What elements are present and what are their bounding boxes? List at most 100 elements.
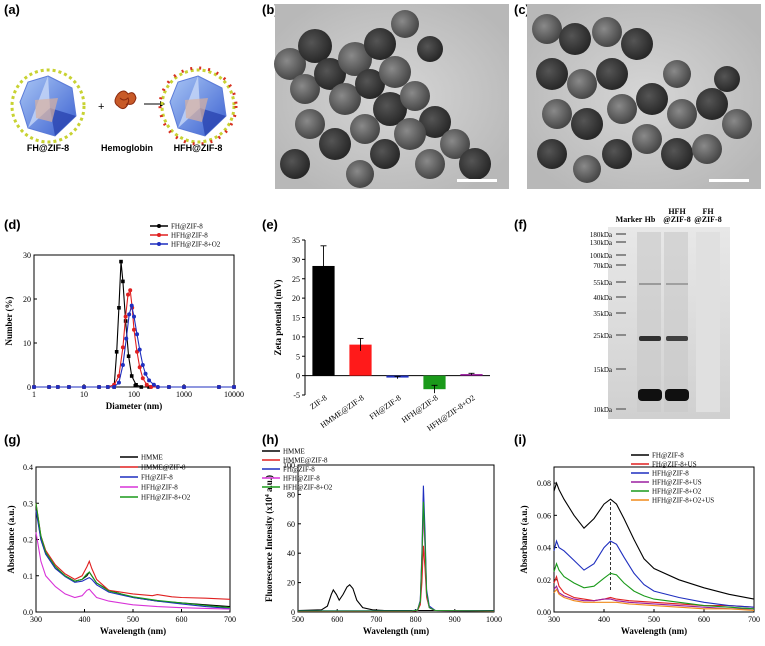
legend-label: HFH@ZIF-8+O2 — [283, 484, 333, 492]
data-point — [112, 385, 117, 389]
panel-label-f: (f) — [514, 217, 527, 232]
panel-label-e: (e) — [262, 217, 278, 232]
marker-lane — [616, 233, 626, 410]
hfh-zif8-lane — [664, 232, 689, 412]
y-tick-label: 30 — [23, 251, 31, 260]
legend-label: HFH@ZIF-8 — [141, 484, 178, 492]
data-point — [124, 336, 129, 341]
marker-130kda: 130kDa — [590, 239, 613, 247]
legend-label: FH@ZIF-8 — [141, 474, 173, 482]
series-line — [297, 584, 494, 612]
data-point — [105, 385, 110, 389]
plus-sign: + — [98, 101, 104, 113]
data-point — [149, 385, 154, 389]
legend-label: HFH@ZIF-8 — [652, 470, 689, 478]
hfh-zif8-caption: HFH@ZIF-8 — [174, 143, 223, 153]
data-point — [144, 382, 149, 387]
data-point — [147, 385, 151, 389]
absorbance-ultrasound-chart: 300 400 500 600 700 0.00 0.02 0.04 0.06 0.08 Wavel… — [519, 452, 760, 637]
hemoglobin-caption: Hemoglobin — [101, 143, 153, 153]
x-tick-label: 400 — [79, 615, 91, 624]
hfh-zif8-particle-icon — [158, 66, 238, 146]
y-tick-label: 80 — [287, 490, 295, 499]
x-tick-label: 600 — [176, 615, 188, 624]
x-axis-label: Wavelength (nm) — [100, 626, 166, 636]
legend-label: HFH@ZIF-8+O2 — [171, 241, 221, 249]
series-line — [298, 545, 495, 612]
dls-size-chart: 1 10 100 1000 10000 0 10 20 30 Diameter (nm) Numbe… — [4, 223, 244, 412]
y-tick-label: 10 — [292, 333, 300, 342]
data-point — [123, 314, 128, 319]
x-tick-label: 1000 — [176, 390, 192, 399]
y-tick-label: 60 — [287, 520, 295, 529]
x-axis-label: Wavelength (nm) — [621, 626, 687, 636]
x-tick-label: 100 — [128, 390, 140, 399]
hemoglobin-icon — [114, 90, 137, 110]
y-tick-label: -5 — [293, 391, 300, 400]
category-label: FH@ZIF-8 — [368, 393, 403, 421]
data-point — [132, 314, 136, 319]
data-point — [129, 303, 134, 308]
hb-lane — [637, 232, 662, 412]
series-line — [35, 503, 231, 600]
x-tick-label: 1 — [32, 390, 36, 399]
y-tick-label: 0.02 — [537, 576, 551, 585]
legend-label: HFH@ZIF-8+O2 — [652, 488, 702, 496]
series-line — [298, 485, 495, 612]
x-tick-label: 500 — [648, 615, 660, 624]
x-axis-label: Diameter (nm) — [106, 401, 163, 411]
x-tick-label: 600 — [331, 615, 343, 624]
x-tick-label: 10 — [80, 390, 88, 399]
legend-label: FH@ZIF-8+US — [652, 461, 697, 469]
data-point — [129, 374, 134, 378]
legend-label: HMME — [141, 454, 163, 462]
plot-frame — [33, 254, 235, 388]
bar — [423, 375, 446, 390]
data-point — [126, 292, 131, 297]
data-point — [137, 347, 142, 352]
marker-10kda: 10kDa — [593, 406, 613, 414]
data-point — [121, 279, 125, 284]
legend-label: FH@ZIF-8 — [171, 223, 203, 231]
legend-label: HFH@ZIF-8 — [171, 232, 208, 240]
y-tick-label: 0.4 — [23, 463, 33, 472]
x-tick-label: 800 — [410, 615, 422, 624]
data-point — [119, 259, 123, 264]
panel-label-h: (h) — [262, 432, 279, 447]
legend-marker — [157, 233, 161, 237]
y-tick-label: 20 — [23, 295, 31, 304]
y-tick-label: 20 — [287, 579, 295, 588]
legend-label: HMME — [283, 448, 305, 456]
data-point — [132, 327, 136, 332]
series-line — [35, 532, 231, 610]
data-point — [117, 306, 121, 310]
y-tick-label: 0.06 — [537, 511, 551, 520]
schematic-illustration: FH@ZIF-8 + Hemoglobin HFH@ZIF-8 — [10, 66, 238, 153]
legend-label: FH@ZIF-8 — [283, 466, 315, 474]
data-point — [97, 385, 102, 389]
series-line — [553, 585, 754, 610]
x-tick-label: 700 — [748, 615, 760, 624]
panel-label-a: (a) — [4, 2, 20, 17]
y-tick-label: 40 — [287, 549, 295, 558]
marker-55kda: 55kDa — [593, 279, 613, 287]
marker-180kda: 180kDa — [590, 231, 613, 239]
legend-marker — [157, 242, 161, 246]
data-point — [135, 349, 140, 354]
x-tick-label: 1000 — [486, 615, 502, 624]
y-axis-label: Number (%) — [4, 296, 14, 345]
y-tick-label: 0.04 — [537, 544, 551, 553]
category-label: ZIF-8 — [308, 393, 328, 411]
y-tick-label: 0 — [27, 383, 31, 392]
y-tick-label: 0.0 — [23, 608, 33, 617]
data-point — [151, 382, 156, 387]
y-tick-label: 15 — [292, 314, 300, 323]
data-point — [140, 376, 145, 381]
y-tick-label: 0 — [296, 372, 300, 381]
data-point — [66, 385, 71, 389]
data-point — [135, 332, 140, 337]
scale-bar — [709, 179, 749, 182]
legend-label: HFH@ZIF-8 — [283, 475, 320, 483]
data-point — [139, 385, 144, 389]
data-point — [126, 354, 131, 358]
